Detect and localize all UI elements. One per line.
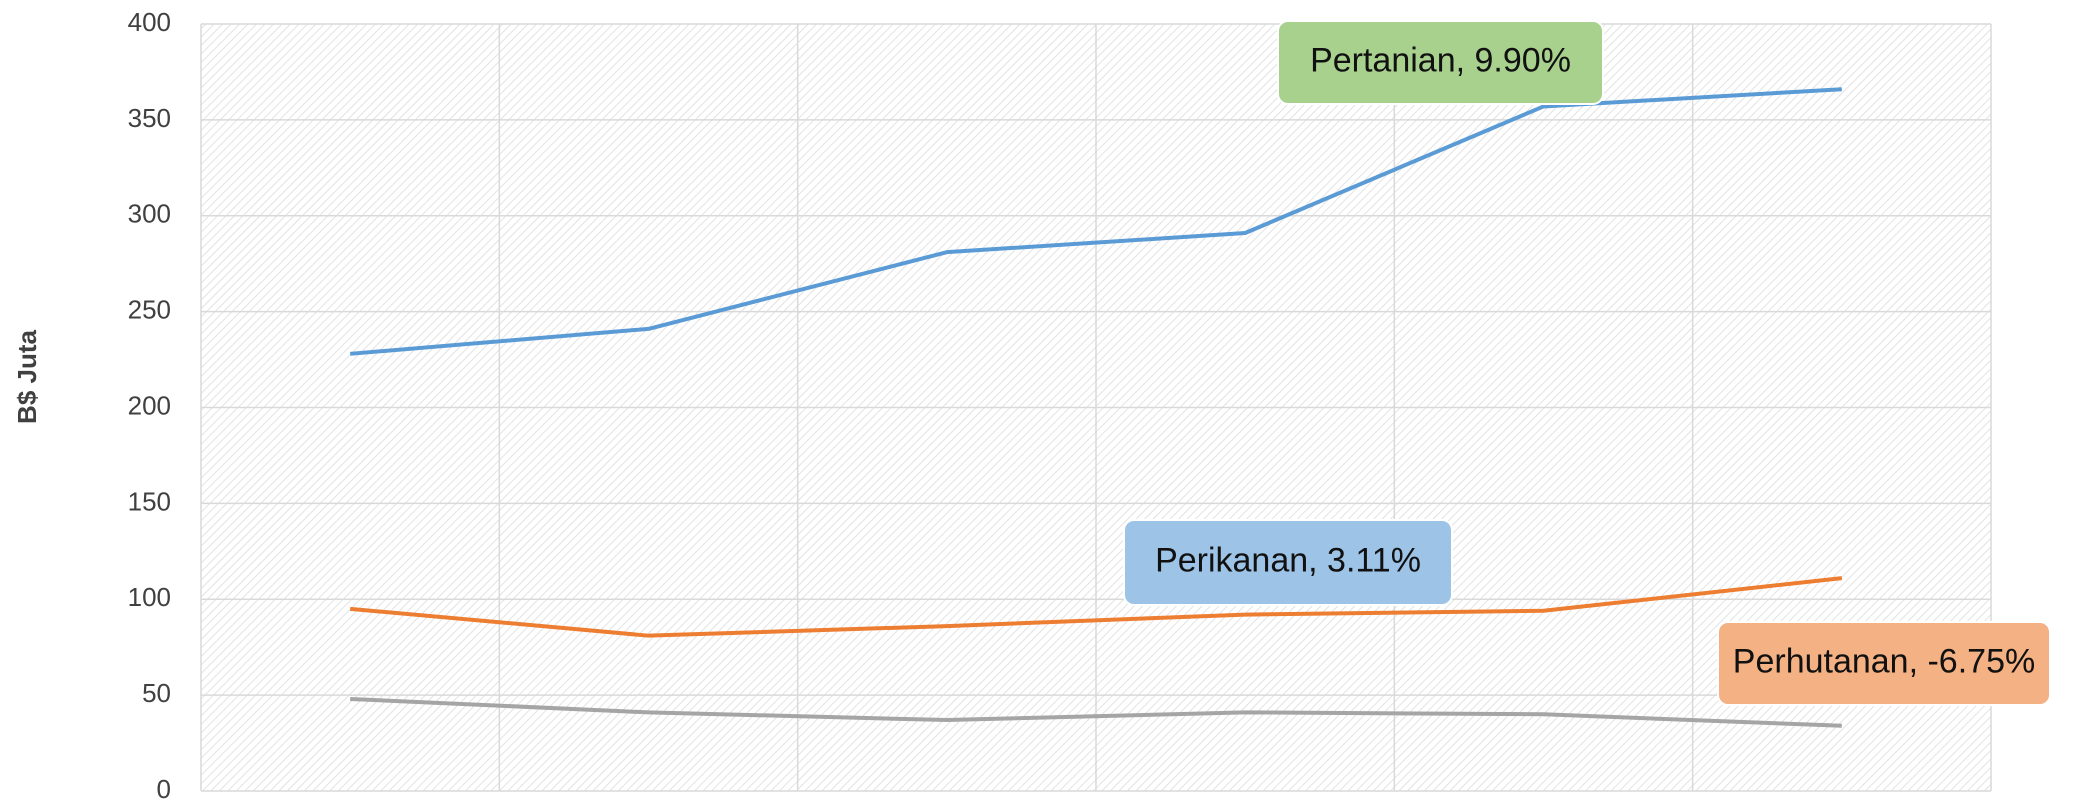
- annotation: Pertanian, 9.90%: [1277, 20, 1604, 105]
- annotation-text: Perikanan, 3.11%: [1155, 541, 1421, 579]
- y-tick-label: 100: [128, 582, 171, 612]
- series-line: [350, 696, 1842, 728]
- annotation-text: Pertanian, 9.90%: [1310, 41, 1571, 79]
- y-axis-label: B$ Juta: [12, 330, 42, 424]
- y-tick-label: 50: [142, 678, 171, 708]
- y-tick-label: 300: [128, 199, 171, 229]
- annotation: Perhutanan, -6.75%: [1717, 621, 2051, 706]
- y-tick-label: 0: [157, 774, 171, 800]
- annotation: Perikanan, 3.11%: [1123, 519, 1453, 606]
- annotation-text: Perhutanan, -6.75%: [1733, 642, 2035, 680]
- y-tick-label: 200: [128, 390, 171, 420]
- y-tick-label: 150: [128, 486, 171, 516]
- annotation-box: [1717, 621, 2051, 706]
- series-line: [349, 576, 1843, 638]
- y-tick-label: 250: [128, 295, 171, 325]
- y-tick-label: 350: [128, 103, 171, 133]
- annotation-box: [1123, 519, 1453, 606]
- y-tick-label: 400: [128, 7, 171, 37]
- annotation-box: [1277, 20, 1604, 105]
